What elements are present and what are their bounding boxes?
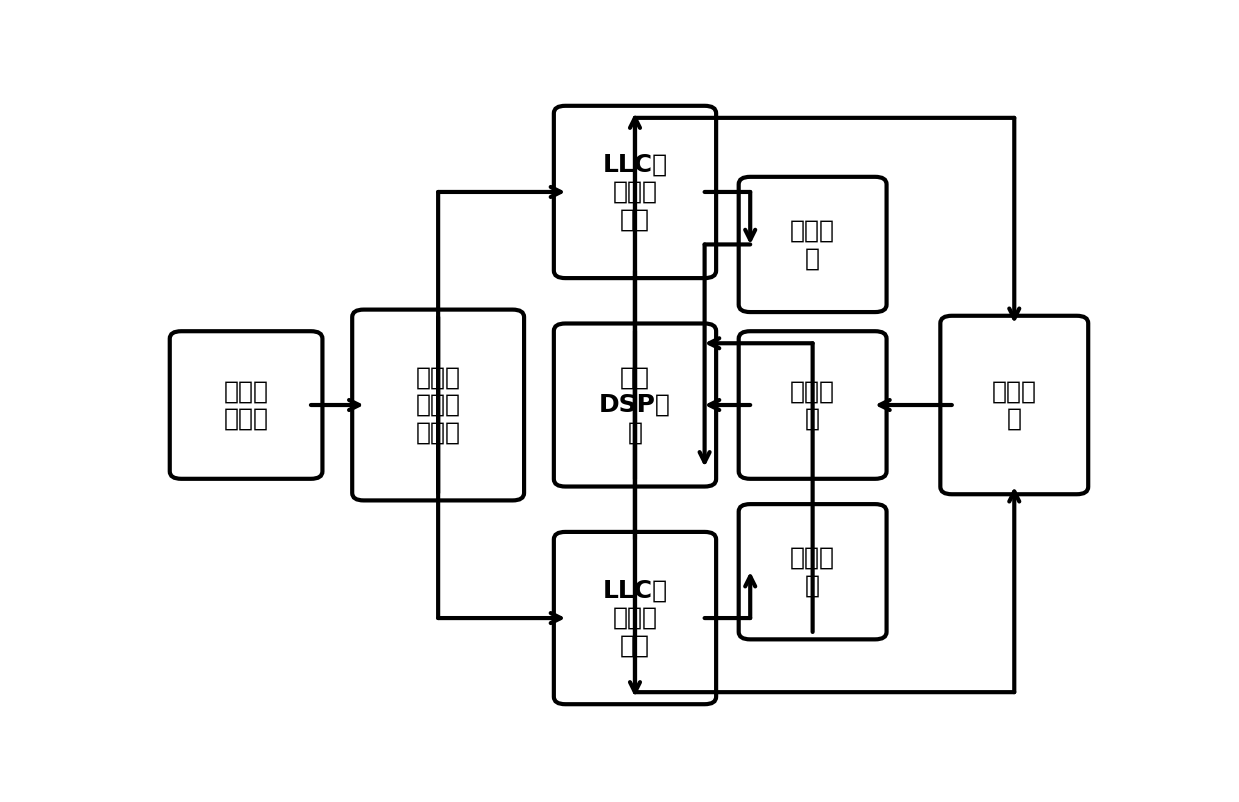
Text: LLC三
相交错
电路: LLC三 相交错 电路 (602, 152, 668, 232)
FancyBboxPatch shape (940, 316, 1088, 494)
Text: 三相交
流输入: 三相交 流输入 (223, 379, 269, 431)
Text: 后级
DSP控
制: 后级 DSP控 制 (598, 365, 672, 445)
FancyBboxPatch shape (170, 331, 322, 479)
FancyBboxPatch shape (738, 331, 887, 479)
Text: LLC三
相交错
电路: LLC三 相交错 电路 (602, 578, 668, 658)
FancyBboxPatch shape (554, 106, 716, 278)
Text: 输出负
载: 输出负 载 (991, 379, 1037, 431)
FancyBboxPatch shape (554, 323, 716, 487)
FancyBboxPatch shape (738, 176, 887, 312)
Text: 电压采
样: 电压采 样 (790, 219, 835, 270)
FancyBboxPatch shape (738, 504, 887, 639)
FancyBboxPatch shape (554, 532, 716, 704)
Text: 前级维
也纳整
流电路: 前级维 也纳整 流电路 (415, 365, 461, 445)
Text: 电压采
样: 电压采 样 (790, 546, 835, 597)
FancyBboxPatch shape (352, 310, 524, 500)
Text: 电流采
样: 电流采 样 (790, 379, 835, 431)
